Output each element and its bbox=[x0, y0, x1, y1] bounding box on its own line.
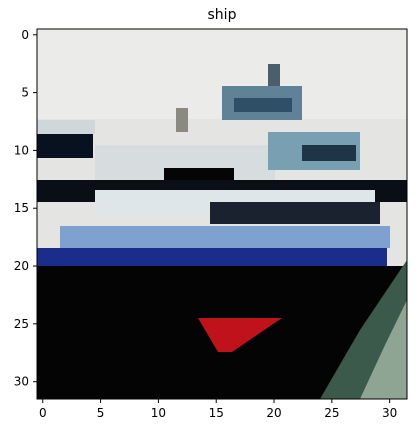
hull-blue-stripe bbox=[37, 248, 387, 266]
y-tick-label: 25 bbox=[14, 317, 29, 331]
axes-frame bbox=[36, 28, 408, 400]
image-pixels bbox=[37, 29, 407, 399]
x-tick-label: 0 bbox=[39, 406, 47, 420]
deck-shadow bbox=[210, 202, 380, 224]
hull-light-stripe bbox=[60, 226, 390, 248]
water-right-light bbox=[360, 300, 407, 399]
y-tick-label: 20 bbox=[14, 259, 29, 273]
x-tick-label: 10 bbox=[151, 406, 166, 420]
y-tick-label: 10 bbox=[14, 143, 29, 157]
mast-structure bbox=[268, 64, 280, 86]
y-tick-label: 0 bbox=[21, 28, 29, 42]
y-axis: 0 5 10 15 20 25 30 bbox=[14, 28, 37, 389]
bow-dark bbox=[37, 132, 93, 158]
x-tick-label: 25 bbox=[324, 406, 339, 420]
x-axis: 0 5 10 15 20 25 30 bbox=[39, 399, 397, 420]
x-tick-label: 20 bbox=[266, 406, 281, 420]
y-tick-label: 15 bbox=[14, 201, 29, 215]
x-tick-label: 15 bbox=[209, 406, 224, 420]
left-antenna bbox=[176, 108, 188, 132]
bow-light bbox=[37, 120, 95, 134]
plot-title: ship bbox=[207, 7, 237, 23]
y-tick-label: 30 bbox=[14, 375, 29, 389]
mid-cabin-window bbox=[302, 145, 356, 161]
y-tick-label: 5 bbox=[21, 86, 29, 100]
upper-cabin-dark bbox=[234, 98, 292, 112]
red-hull-mark bbox=[198, 318, 282, 352]
x-tick-label: 30 bbox=[382, 406, 397, 420]
x-tick-label: 5 bbox=[97, 406, 105, 420]
